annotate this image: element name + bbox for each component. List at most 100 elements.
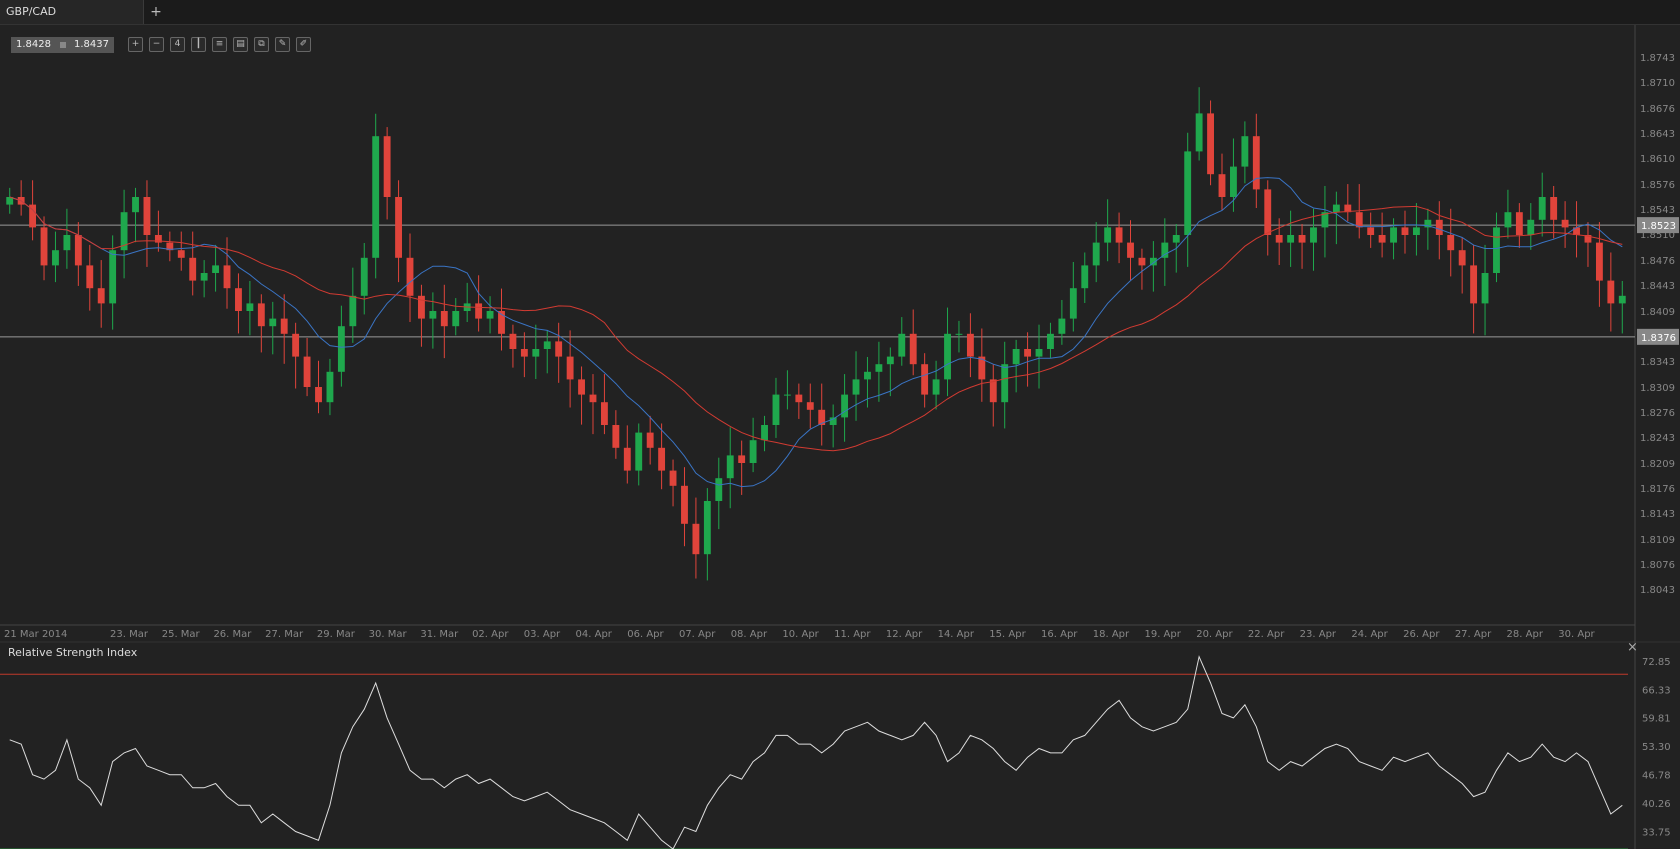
- candle-body: [6, 197, 14, 205]
- candle-body: [532, 349, 540, 357]
- price-tick-label: 1.8710: [1640, 78, 1675, 89]
- candle-body: [475, 303, 483, 319]
- candle-body: [1332, 204, 1340, 213]
- candle-body: [909, 333, 917, 365]
- edit-icon[interactable]: ✎: [275, 37, 290, 52]
- price-tick-label: 1.8043: [1640, 585, 1675, 596]
- price-tick-label: 1.8643: [1640, 129, 1675, 140]
- candle-body: [818, 409, 826, 425]
- chart-toolbar: + − 4 ┃ ≡ ▤ ⧉ ✎ ✐: [128, 37, 311, 53]
- candle-body: [555, 341, 563, 357]
- rsi-tick-label: 33.75: [1642, 828, 1671, 839]
- candles-icon[interactable]: ┃: [191, 37, 206, 52]
- price-tick-label: 1.8443: [1640, 281, 1675, 292]
- candle-body: [1493, 227, 1500, 273]
- time-tick-label: 15. Apr: [989, 629, 1026, 640]
- timeframe-icon[interactable]: 4: [170, 37, 185, 52]
- candle-body: [1355, 212, 1363, 228]
- candle-body: [52, 250, 59, 266]
- candle-body: [257, 303, 265, 327]
- candle-body: [395, 197, 402, 258]
- time-tick-label: 14. Apr: [938, 629, 975, 640]
- candle-body: [715, 478, 723, 501]
- candle-body: [1595, 242, 1603, 281]
- candle-body: [486, 311, 494, 319]
- candle-body: [29, 204, 37, 228]
- ma-slow-line: [9, 196, 1623, 452]
- candle-body: [1184, 151, 1192, 235]
- price-tick-label: 1.8243: [1640, 433, 1675, 444]
- candle-body: [1584, 235, 1592, 243]
- candle-body: [326, 371, 334, 403]
- candle-body: [578, 379, 585, 395]
- candle-body: [806, 402, 814, 410]
- candle-body: [1504, 212, 1512, 228]
- add-tab-button[interactable]: +: [150, 4, 162, 20]
- price-tick-label: 1.8743: [1640, 53, 1675, 64]
- candle-body: [1435, 219, 1443, 235]
- time-tick-label: 04. Apr: [576, 629, 613, 640]
- zoom-out-icon[interactable]: −: [149, 37, 164, 52]
- indicators-icon[interactable]: ≡: [212, 37, 227, 52]
- candle-body: [86, 265, 94, 289]
- candle-body: [452, 311, 460, 327]
- candle-body: [1035, 349, 1043, 357]
- candle-body: [1172, 235, 1180, 243]
- candle-body: [1561, 219, 1569, 228]
- candle-body: [1012, 349, 1020, 365]
- candle-body: [246, 303, 254, 311]
- candle-body: [1241, 136, 1249, 167]
- candle-body: [1195, 113, 1203, 152]
- price-tick-label: 1.8476: [1640, 256, 1675, 267]
- candle-body: [109, 250, 117, 304]
- candle-body: [1367, 227, 1375, 235]
- candle-body: [1081, 265, 1089, 289]
- price-tick-label: 1.8610: [1640, 154, 1675, 165]
- candle-body: [212, 265, 220, 273]
- candle-body: [978, 356, 986, 380]
- rsi-tick-label: 40.26: [1642, 799, 1671, 810]
- zoom-in-icon[interactable]: +: [128, 37, 143, 52]
- candle-body: [154, 235, 162, 243]
- candle-body: [235, 288, 242, 311]
- candle-body: [1230, 166, 1237, 197]
- time-tick-label: 10. Apr: [782, 629, 819, 640]
- price-tick-label: 1.8576: [1640, 180, 1675, 191]
- candle-body: [783, 394, 791, 396]
- candle-body: [841, 394, 849, 418]
- candle-body: [269, 318, 277, 327]
- close-icon[interactable]: ×: [1627, 640, 1638, 655]
- price-tick-label: 1.8109: [1640, 535, 1675, 546]
- candle-body: [63, 235, 71, 251]
- candle-body: [635, 432, 643, 471]
- rsi-tick-label: 53.30: [1642, 742, 1671, 753]
- draw-icon[interactable]: ✐: [296, 37, 311, 52]
- candle-body: [292, 333, 300, 357]
- candle-body: [1527, 219, 1535, 235]
- candle-body: [772, 394, 780, 425]
- time-tick-label: 12. Apr: [886, 629, 923, 640]
- candle-body: [360, 257, 368, 296]
- time-tick-label: 26. Apr: [1403, 629, 1440, 640]
- chart-type-icon[interactable]: ▤: [233, 37, 248, 52]
- candle-body: [1149, 257, 1157, 266]
- time-tick-label: 11. Apr: [834, 629, 871, 640]
- time-tick-label: 24. Apr: [1351, 629, 1388, 640]
- candle-body: [1401, 227, 1409, 235]
- price-tick-label: 1.8143: [1640, 509, 1675, 520]
- candle-body: [1607, 280, 1615, 304]
- candle-body: [498, 311, 505, 334]
- time-tick-label: 20. Apr: [1196, 629, 1233, 640]
- time-tick-label: 06. Apr: [627, 629, 664, 640]
- quote-box: 1.8428 1.8437: [11, 37, 114, 53]
- candle-body: [177, 250, 185, 258]
- time-tick-label: 26. Mar: [213, 629, 252, 640]
- candle-body: [1344, 204, 1352, 213]
- template-icon[interactable]: ⧉: [254, 37, 269, 52]
- time-tick-label: 08. Apr: [731, 629, 768, 640]
- candle-body: [143, 197, 151, 235]
- tab-gbpcad[interactable]: GBP/CAD: [0, 0, 144, 24]
- time-tick-label: 23. Apr: [1300, 629, 1337, 640]
- ma-fast-line: [9, 177, 1623, 488]
